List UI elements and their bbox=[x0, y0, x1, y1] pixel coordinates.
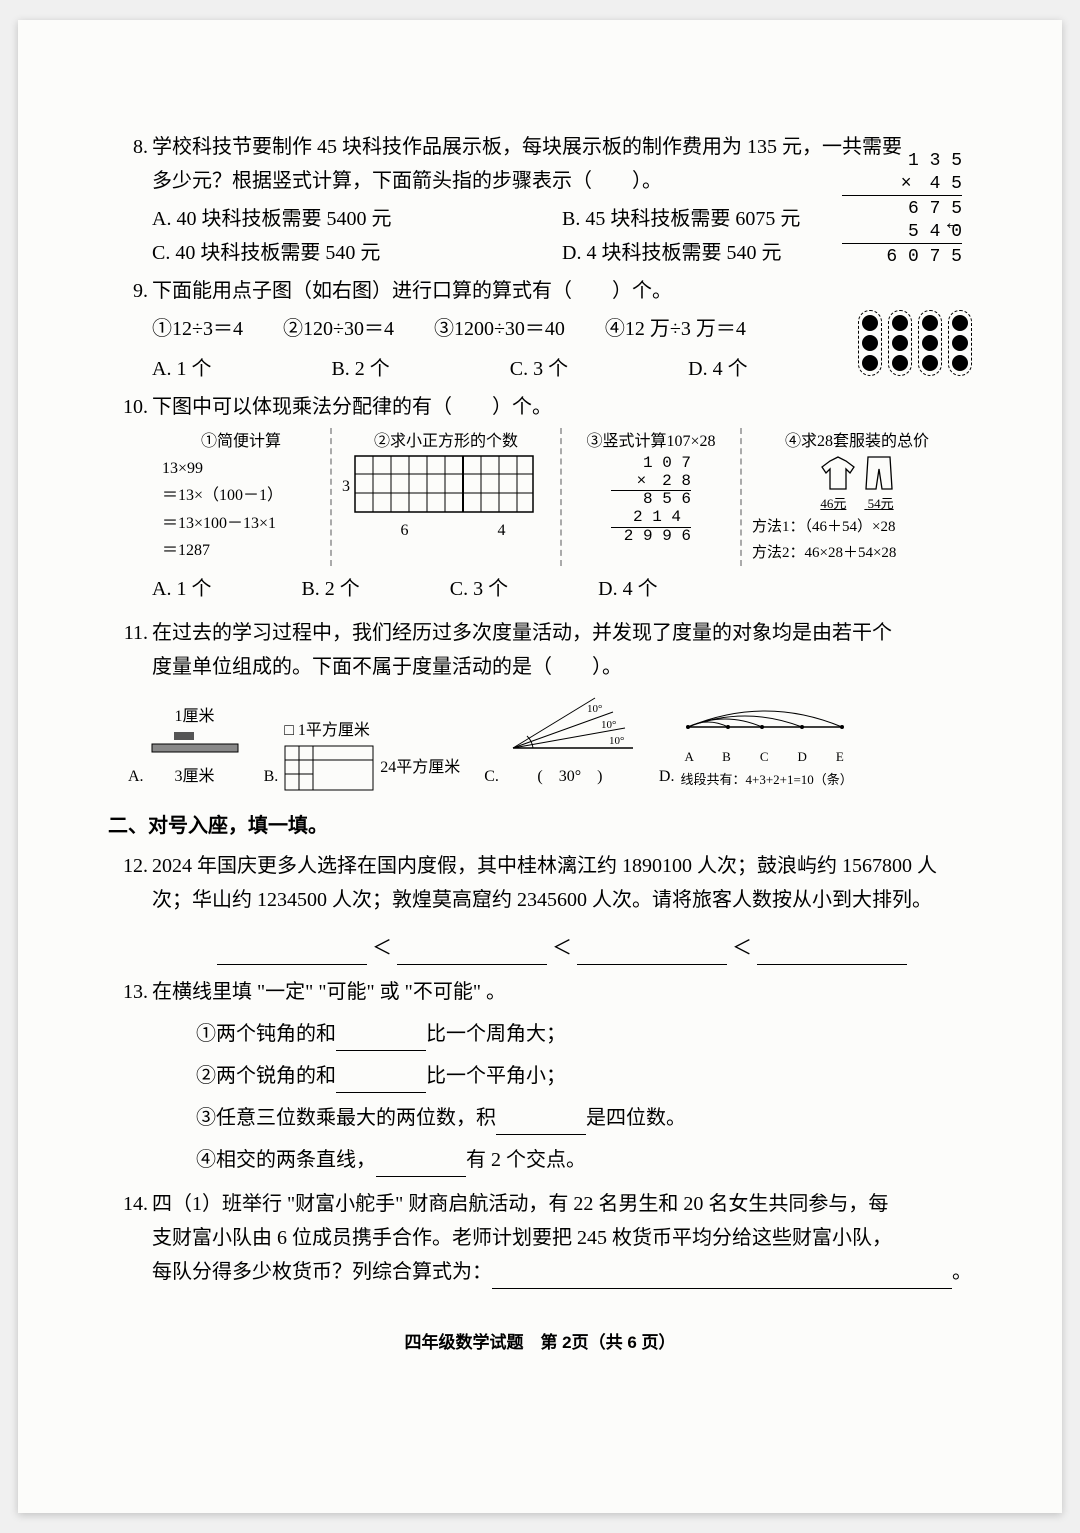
q10-optD: D. 4 个 bbox=[598, 572, 657, 606]
svg-text:10°: 10° bbox=[609, 735, 624, 747]
q13-s4b: 有 2 个交点。 bbox=[466, 1149, 586, 1171]
exam-page: { "q8": { "num": "8.", "line1": "学校科技节要制… bbox=[18, 20, 1062, 1513]
q13-line1: 在横线里填 "一定" "可能" 或 "不可能" 。 bbox=[152, 975, 972, 1009]
q14: 14. 四（1）班举行 "财富小舵手" 财商启航活动，有 22 名男生和 20 … bbox=[108, 1187, 972, 1289]
q10-p3-title: ③竖式计算107×28 bbox=[572, 428, 730, 455]
q8-calc-e: 6 0 7 5 bbox=[842, 243, 962, 269]
q10-num: 10. bbox=[108, 390, 148, 424]
section2-title: 二、对号入座，填一填。 bbox=[108, 809, 972, 843]
q12-blanks: ＜ ＜ ＜ bbox=[152, 931, 972, 965]
q9-optA: A. 1 个 bbox=[152, 352, 211, 386]
q8-optB: B. 45 块科技板需要 6075 元 bbox=[562, 202, 800, 236]
q12-line1: 2024 年国庆更多人选择在国内度假，其中桂林漓江约 1890100 人次；鼓浪… bbox=[152, 849, 972, 883]
q9-exprs: ①12÷3＝4 ②120÷30＝4 ③1200÷30＝40 ④12 万÷3 万＝… bbox=[152, 312, 972, 346]
q8-calc-a: 1 3 5 bbox=[842, 150, 962, 173]
q9-optD: D. 4 个 bbox=[688, 352, 747, 386]
svg-text:10°: 10° bbox=[587, 703, 602, 715]
q13-s1a: ①两个钝角的和 bbox=[196, 1023, 336, 1045]
q12-num: 12. bbox=[108, 849, 148, 965]
q10-p2-left: 3 bbox=[342, 473, 350, 500]
q14-line2: 支财富小队由 6 位成员携手合作。老师计划要把 245 枚货币平均分给这些财富小… bbox=[152, 1221, 972, 1255]
q11-D-label: D. bbox=[659, 763, 675, 790]
q13-s1b: 比一个周角大； bbox=[426, 1023, 566, 1045]
q11-line2: 度量单位组成的。下面不属于度量活动的是（ ）。 bbox=[152, 650, 972, 684]
q13-s2b: 比一个平角小； bbox=[426, 1065, 566, 1087]
pants-icon bbox=[862, 455, 896, 493]
q10-p4-shirt: 46元 bbox=[820, 496, 846, 511]
q12-line2: 次；华山约 1234500 人次；敦煌莫高窟约 2345600 人次。请将旅客人… bbox=[152, 883, 972, 917]
q10-p4-m1: 方法1：（46＋54）×28 bbox=[752, 515, 962, 541]
q10: 10. 下图中可以体现乘法分配律的有（ ）个。 bbox=[108, 390, 972, 424]
q10-p4-m2: 方法2：46×28＋54×28 bbox=[752, 541, 962, 567]
q8-optA: A. 40 块科技板需要 5400 元 bbox=[152, 202, 462, 236]
q10-p3-e: 2 9 9 6 bbox=[611, 527, 691, 546]
q10-optC: C. 3 个 bbox=[450, 572, 508, 606]
q10-p3-d: 2 1 4 bbox=[611, 509, 691, 527]
svg-text:10°: 10° bbox=[601, 719, 616, 731]
q10-p2-b1: 6 bbox=[401, 517, 409, 544]
shirt-icon bbox=[818, 455, 858, 493]
q8-optD: D. 4 块科技板需要 540 元 bbox=[562, 236, 781, 270]
q10-p4-pants: 54元 bbox=[868, 496, 894, 511]
q10-p2-title: ②求小正方形的个数 bbox=[342, 428, 550, 455]
q8-calc-c: 6 7 5 bbox=[842, 195, 962, 221]
q9: 9. 下面能用点子图（如右图）进行口算的算式有（ ）个。 ①12÷3＝4 ②12… bbox=[108, 274, 972, 386]
q11-line1: 在过去的学习过程中，我们经历过多次度量活动，并发现了度量的对象均是由若干个 bbox=[152, 616, 972, 650]
q10-p1-l2: ＝13×（100－1） bbox=[162, 482, 320, 509]
q10-p4-title: ④求28套服装的总价 bbox=[752, 428, 962, 455]
q9-optB: B. 2 个 bbox=[331, 352, 389, 386]
q10-p1-title: ①简便计算 bbox=[162, 428, 320, 455]
q13-s3b: 是四位数。 bbox=[586, 1107, 686, 1129]
q13-num: 13. bbox=[108, 975, 148, 1177]
q10-panels: ①简便计算 13×99 ＝13×（100－1） ＝13×100－13×1 ＝12… bbox=[152, 428, 972, 566]
q8-optC: C. 40 块科技板需要 540 元 bbox=[152, 236, 462, 270]
q11-num: 11. bbox=[108, 616, 148, 684]
q13-s3a: ③任意三位数乘最大的两位数，积 bbox=[196, 1107, 496, 1129]
q9-line1: 下面能用点子图（如右图）进行口算的算式有（ ）个。 bbox=[152, 274, 972, 308]
q14-num: 14. bbox=[108, 1187, 148, 1289]
q11-options: A. 1厘米 3厘米 B. □ 1平方厘米 24平方厘米 C. bbox=[128, 694, 972, 790]
q11-C-label: C. bbox=[484, 763, 499, 790]
q9-optC: C. 3 个 bbox=[510, 352, 568, 386]
q9-num: 9. bbox=[108, 274, 148, 386]
q10-p1-l3: ＝13×100－13×1 bbox=[162, 510, 320, 537]
q13-s4a: ④相交的两条直线， bbox=[196, 1149, 376, 1171]
arrow-icon: ← bbox=[947, 212, 959, 237]
q8-calc-d: 5 4 0 bbox=[842, 221, 962, 244]
q10-line1: 下图中可以体现乘法分配律的有（ ）个。 bbox=[152, 390, 972, 424]
q14-line3: 每队分得多少枚货币？列综合算式为： bbox=[152, 1261, 492, 1283]
q11-A-label: A. bbox=[128, 763, 144, 790]
q13-s2a: ②两个锐角的和 bbox=[196, 1065, 336, 1087]
q8-calc-b: × 4 5 bbox=[842, 173, 962, 196]
q10-p1-l1: 13×99 bbox=[162, 455, 320, 482]
q10-p2-b2: 4 bbox=[498, 517, 506, 544]
q11-B-label: B. bbox=[264, 763, 279, 790]
q8-calc: 1 3 5 × 4 5 6 7 5 5 4 0 6 0 7 5 ← bbox=[842, 150, 962, 269]
q10-optA: A. 1 个 bbox=[152, 572, 211, 606]
q10-p3-a: 1 0 7 bbox=[611, 455, 691, 473]
ruler-icon: 1厘米 3厘米 bbox=[150, 703, 240, 791]
grid-icon bbox=[354, 455, 534, 517]
segments-icon: A B C D E 线段共有：4+3+2+1=10（条） bbox=[680, 701, 852, 790]
q13: 13. 在横线里填 "一定" "可能" 或 "不可能" 。 ①两个钝角的和比一个… bbox=[108, 975, 972, 1177]
q8-num: 8. bbox=[108, 130, 148, 270]
page-footer: 四年级数学试题 第 2页（共 6 页） bbox=[108, 1329, 972, 1358]
angle-icon: 10° 10° 10° ( 30° ) bbox=[505, 694, 635, 790]
q9-dot-diagram bbox=[858, 310, 972, 376]
q14-line1: 四（1）班举行 "财富小舵手" 财商启航活动，有 22 名男生和 20 名女生共… bbox=[152, 1187, 972, 1221]
q10-optB: B. 2 个 bbox=[301, 572, 359, 606]
q10-p1-l4: ＝1287 bbox=[162, 537, 320, 564]
q11: 11. 在过去的学习过程中，我们经历过多次度量活动，并发现了度量的对象均是由若干… bbox=[108, 616, 972, 684]
area-grid-icon: □ 1平方厘米 24平方厘米 bbox=[284, 717, 460, 790]
q12: 12. 2024 年国庆更多人选择在国内度假，其中桂林漓江约 1890100 人… bbox=[108, 849, 972, 965]
q10-p3-c: 8 5 6 bbox=[611, 490, 691, 509]
q10-p3-b: × 2 8 bbox=[611, 473, 691, 491]
